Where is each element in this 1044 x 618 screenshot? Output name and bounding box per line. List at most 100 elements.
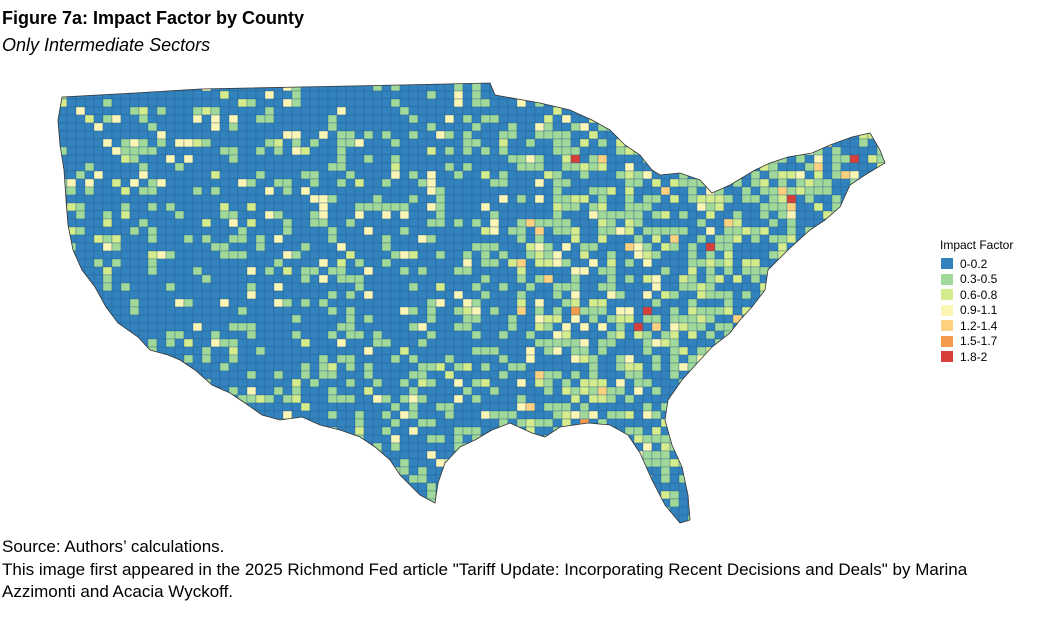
county-cell: [75, 98, 86, 108]
county-cell: [255, 234, 266, 244]
county-cell: [147, 338, 158, 348]
county-cell: [813, 474, 824, 484]
county-cell: [615, 290, 626, 300]
county-cell: [867, 226, 878, 236]
county-cell: [741, 434, 752, 444]
county-cell: [372, 106, 383, 116]
county-cell: [444, 426, 455, 436]
county-cell: [40, 315, 49, 323]
county-cell: [282, 250, 293, 260]
county-cell: [768, 130, 779, 140]
county-cell: [534, 290, 545, 300]
county-cell: [58, 394, 59, 404]
county-cell: [453, 442, 464, 452]
county-cell: [705, 194, 716, 204]
county-cell: [750, 434, 761, 444]
county-cell: [777, 362, 788, 372]
county-cell: [858, 218, 869, 228]
county-cell: [579, 162, 590, 172]
county-cell: [120, 83, 131, 84]
county-cell: [705, 226, 716, 236]
county-cell: [489, 482, 500, 492]
county-cell: [75, 346, 86, 356]
county-cell: [453, 114, 464, 124]
county-cell: [525, 130, 536, 140]
county-cell: [561, 226, 572, 236]
county-cell: [390, 242, 401, 252]
county-cell: [444, 322, 455, 332]
county-cell: [552, 242, 563, 252]
county-cell: [138, 218, 149, 228]
county-cell: [588, 378, 599, 388]
county-cell: [183, 250, 194, 260]
county-cell: [255, 434, 266, 444]
county-cell: [822, 354, 833, 364]
county-cell: [867, 250, 878, 260]
county-cell: [201, 466, 212, 476]
county-cell: [489, 314, 500, 324]
county-cell: [264, 170, 275, 180]
county-cell: [886, 291, 895, 299]
county-cell: [696, 170, 707, 180]
county-cell: [822, 194, 833, 204]
county-cell: [480, 338, 491, 348]
county-cell: [543, 114, 554, 124]
county-cell: [58, 114, 68, 124]
county-cell: [867, 426, 878, 436]
county-cell: [444, 162, 455, 172]
county-cell: [534, 226, 545, 236]
county-cell: [291, 130, 302, 140]
county-cell: [102, 346, 113, 356]
county-cell: [408, 186, 419, 196]
county-cell: [93, 138, 104, 148]
county-cell: [579, 266, 590, 276]
county-cell: [696, 378, 707, 388]
county-cell: [327, 474, 338, 484]
county-cell: [507, 218, 518, 228]
county-cell: [813, 330, 824, 340]
county-cell: [570, 83, 581, 84]
county-cell: [552, 378, 563, 388]
county-cell: [291, 354, 302, 364]
county-cell: [795, 442, 806, 452]
county-cell: [363, 290, 374, 300]
county-cell: [408, 370, 419, 380]
county-cell: [399, 202, 410, 212]
county-cell: [354, 482, 365, 492]
county-cell: [867, 410, 878, 420]
county-cell: [273, 202, 284, 212]
county-cell: [120, 178, 131, 188]
county-cell: [723, 138, 734, 148]
county-cell: [210, 138, 221, 148]
county-cell: [435, 146, 446, 156]
county-cell: [651, 418, 662, 428]
county-cell: [210, 314, 221, 324]
county-cell: [615, 370, 626, 380]
county-cell: [651, 83, 662, 92]
county-cell: [462, 90, 473, 100]
county-cell: [561, 474, 572, 484]
county-cell: [552, 418, 563, 428]
county-cell: [534, 298, 545, 308]
county-cell: [606, 218, 617, 228]
county-cell: [246, 426, 257, 436]
county-cell: [660, 154, 671, 164]
county-cell: [336, 250, 347, 260]
county-cell: [849, 122, 860, 132]
county-cell: [471, 418, 482, 428]
county-cell: [669, 162, 680, 172]
county-cell: [381, 434, 392, 444]
county-cell: [58, 202, 59, 212]
county-cell: [363, 138, 374, 148]
county-cell: [246, 210, 257, 220]
county-cell: [408, 306, 419, 316]
county-cell: [895, 131, 900, 139]
county-cell: [318, 154, 329, 164]
county-cell: [372, 90, 383, 100]
county-cell: [40, 195, 49, 203]
county-cell: [750, 346, 761, 356]
county-cell: [435, 178, 446, 188]
county-cell: [282, 170, 293, 180]
county-cell: [543, 298, 554, 308]
county-cell: [822, 98, 833, 108]
